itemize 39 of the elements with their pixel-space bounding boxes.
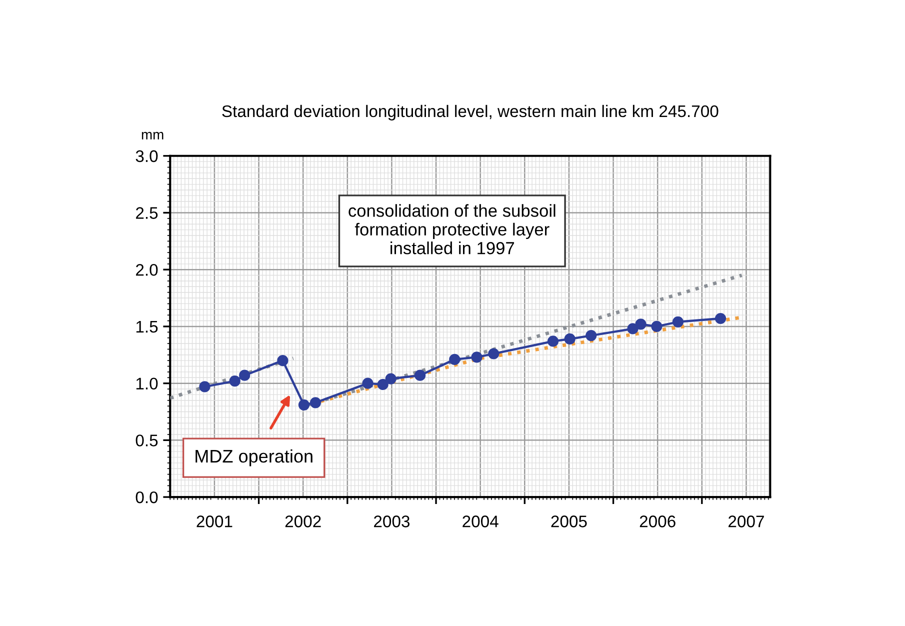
point	[672, 316, 684, 328]
point	[488, 348, 500, 360]
point	[414, 370, 426, 381]
point	[362, 378, 374, 389]
x-tick-label: 2002	[285, 516, 321, 528]
point	[547, 336, 559, 347]
annotation: MDZ operation	[196, 449, 312, 466]
y-tick-label: 2.0	[136, 264, 158, 276]
y-tick-label: 2.5	[136, 207, 158, 219]
y-tick-label: 0.0	[136, 491, 158, 504]
point	[377, 378, 388, 390]
point	[199, 381, 210, 392]
point	[635, 318, 646, 330]
point	[310, 397, 322, 408]
x-tick-label: 2004	[462, 516, 498, 528]
y-tick-label: 1.5	[136, 321, 158, 333]
point	[449, 354, 460, 365]
y-tick-label: 1.0	[136, 378, 158, 390]
point	[471, 352, 482, 363]
annotation: consolidation of the subsoil formation protective layer installed in 1997	[348, 204, 556, 254]
point	[586, 330, 597, 342]
point	[385, 373, 396, 384]
x-tick-label: 2006	[640, 516, 676, 528]
point	[651, 320, 662, 332]
y-axis-title: mm	[142, 132, 164, 140]
chart-title: Standard deviation longitudinal level, western main line km 245.700	[222, 104, 718, 120]
point	[627, 323, 638, 334]
point	[714, 312, 726, 324]
point	[564, 333, 576, 345]
point	[298, 399, 310, 410]
point	[239, 370, 250, 381]
x-tick-label: 2005	[551, 516, 587, 528]
point	[229, 375, 240, 387]
x-tick-label: 2007	[728, 516, 764, 528]
x-tick-label: 2001	[196, 516, 232, 528]
y-tick-label: 3.0	[136, 150, 158, 162]
y-tick-label: 0.5	[136, 434, 158, 446]
x-tick-label: 2003	[374, 516, 410, 528]
point	[277, 355, 288, 366]
